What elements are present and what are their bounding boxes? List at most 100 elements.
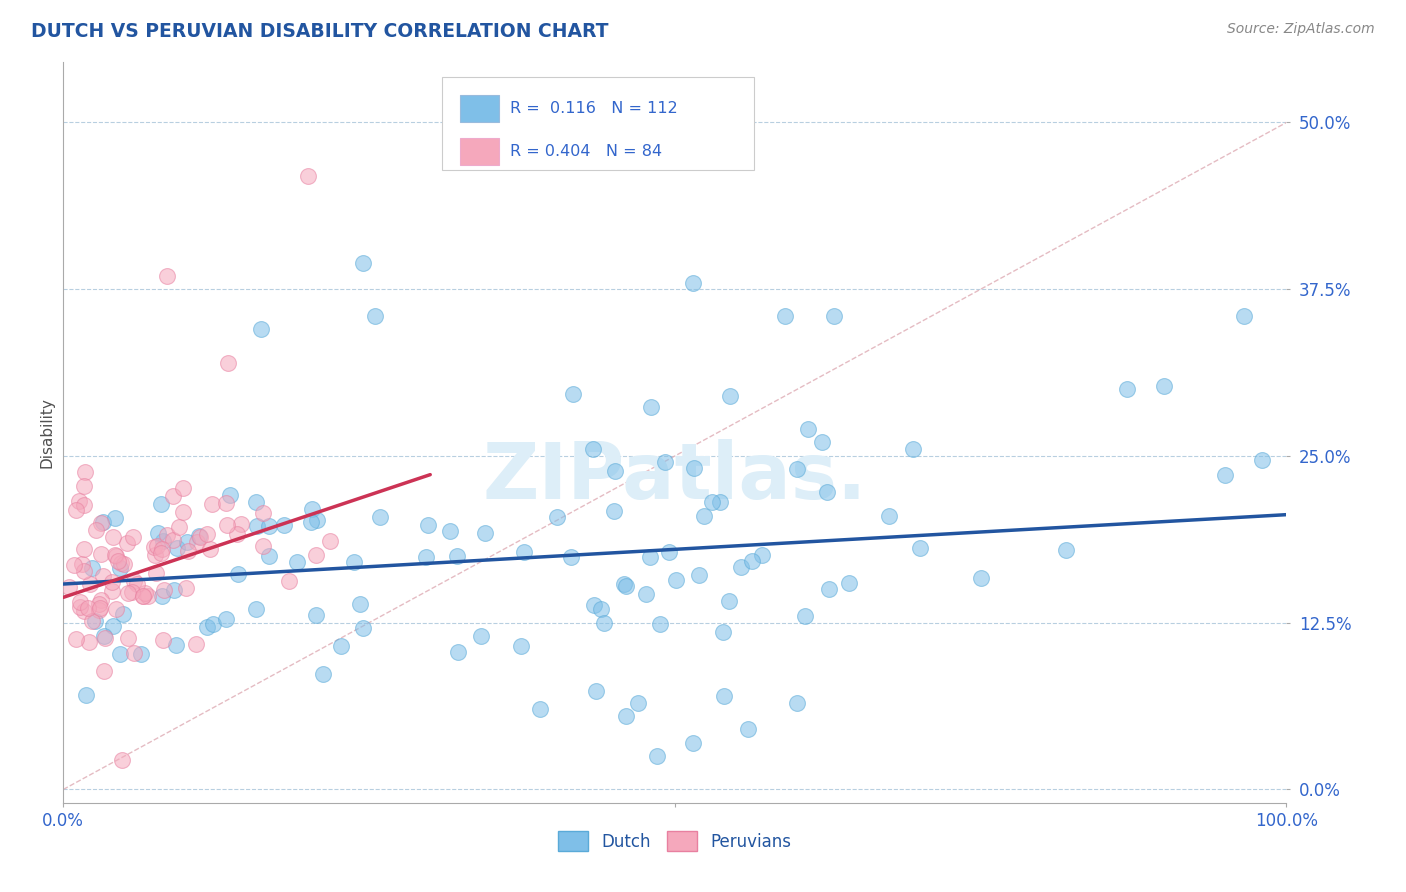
Point [614,709,637,723]
Point [63,558,86,572]
Point [125,577,148,591]
Point [730,559,752,574]
Point [112,558,135,572]
Point [529,702,551,716]
Point [134,586,156,600]
Point [172,481,194,495]
Point [176,581,198,595]
Point [132,589,155,603]
Point [70,557,93,571]
Point [177,543,200,558]
Point [162,489,184,503]
Point [249,322,271,336]
Point [217,517,239,532]
Point [636,587,658,601]
Point [136,589,159,603]
Point [72,498,94,512]
Point [603,504,626,518]
Point [195,620,218,634]
Point [1233,309,1256,323]
Point [1251,453,1274,467]
Point [415,550,437,565]
Point [299,515,322,529]
Point [252,540,274,554]
Point [100,584,122,599]
Point [1054,543,1077,558]
Point [257,549,280,563]
Point [110,556,132,570]
Point [614,579,637,593]
Point [613,577,636,591]
Point [305,513,328,527]
Point [215,612,238,626]
Point [700,495,723,509]
Point [145,566,167,581]
Point [605,465,627,479]
Point [513,545,536,559]
Point [285,555,308,569]
Point [152,632,174,647]
Point [67,494,90,508]
Point [582,442,605,457]
Point [245,601,267,615]
Point [330,639,353,653]
Point [146,525,169,540]
Point [1116,383,1139,397]
Point [245,494,267,508]
Text: ZIPatlas.: ZIPatlas. [482,439,868,515]
Point [627,696,650,710]
Point [73,564,96,578]
Point [143,540,166,554]
Point [786,696,808,710]
Point [683,461,706,475]
Point [561,386,583,401]
Legend: Dutch, Peruvians: Dutch, Peruvians [551,825,799,857]
Point [352,255,374,269]
Point [73,604,96,618]
Point [664,573,686,587]
Point [225,527,247,541]
Point [718,389,741,403]
Point [297,169,319,183]
Point [711,625,734,640]
Point [77,635,100,649]
Point [217,355,239,369]
Point [751,548,773,562]
Point [970,571,993,585]
Point [107,554,129,568]
Point [156,528,179,542]
Point [129,647,152,661]
Text: Source: ZipAtlas.com: Source: ZipAtlas.com [1227,22,1375,37]
Point [90,547,112,561]
Point [786,462,808,476]
FancyBboxPatch shape [460,138,499,165]
Point [93,629,115,643]
Point [104,510,127,524]
Point [80,561,103,575]
Point [152,533,174,548]
Point [446,549,468,563]
Point [273,518,295,533]
Point [162,533,184,547]
Point [73,541,96,556]
Point [65,632,87,646]
Point [252,506,274,520]
Point [73,465,96,479]
Point [654,455,676,469]
Point [305,549,328,563]
Point [165,638,187,652]
Point [510,639,533,653]
Point [69,599,91,614]
Point [198,541,221,556]
Point [416,518,439,533]
Point [108,560,131,574]
Point [93,631,115,645]
Point [150,541,173,556]
Text: DUTCH VS PERUVIAN DISABILITY CORRELATION CHART: DUTCH VS PERUVIAN DISABILITY CORRELATION… [31,22,609,41]
Point [117,586,139,600]
Point [214,496,236,510]
Point [301,501,323,516]
Point [186,637,208,651]
Point [176,535,198,549]
Point [773,309,796,323]
